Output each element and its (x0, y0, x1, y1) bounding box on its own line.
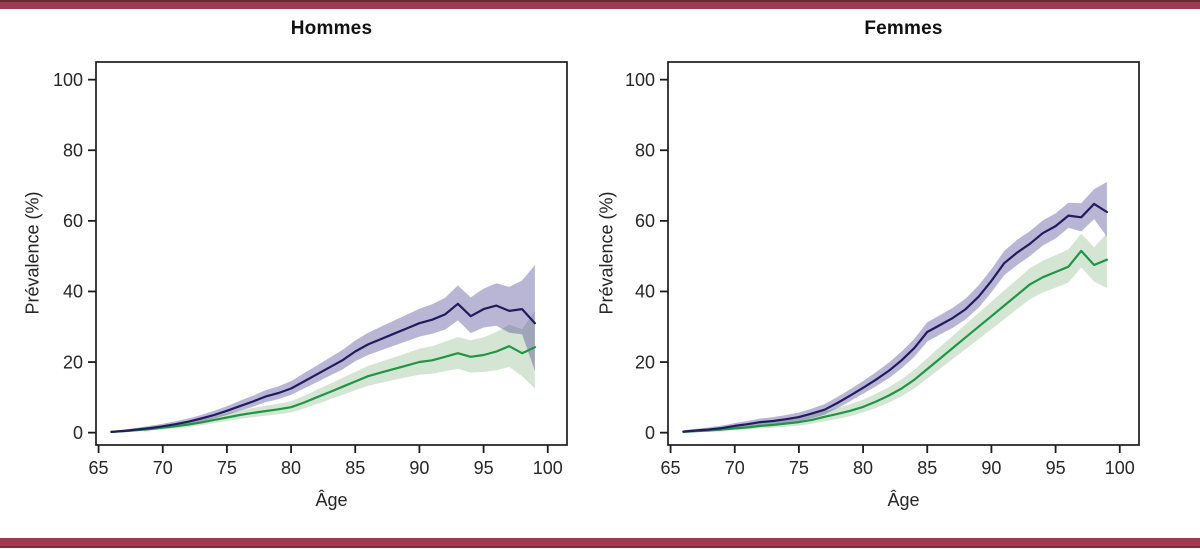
x-axis-label-femmes: Âge (887, 490, 920, 510)
femmes-y-tick-label: 60 (635, 211, 655, 231)
femmes-x-tick-label: 80 (853, 458, 873, 478)
hommes-plot-box (95, 61, 568, 446)
femmes-y-tick-label: 100 (625, 70, 655, 90)
bottom-accent-bar (0, 538, 1200, 548)
femmes-navy-confidence-band (683, 182, 1107, 433)
chart-title-hommes: Hommes (290, 18, 373, 39)
hommes-navy-line (110, 302, 536, 433)
femmes-y-tick-label: 20 (635, 352, 655, 372)
chart-title-femmes: Femmes (864, 18, 943, 39)
femmes-y-tick-label: 40 (635, 282, 655, 302)
femmes-x-tick-label: 90 (981, 458, 1001, 478)
femmes-x-tick-label: 100 (1105, 458, 1135, 478)
femmes-plot-box (667, 61, 1140, 446)
hommes-x-tick-label: 100 (533, 458, 563, 478)
hommes-x-tick-label: 75 (217, 458, 237, 478)
femmes-green-line (682, 249, 1108, 433)
top-accent-bar (0, 0, 1200, 9)
femmes-x-tick-label: 70 (725, 458, 745, 478)
hommes-x-tick-label: 90 (409, 458, 429, 478)
hommes-x-tick-label: 65 (89, 458, 109, 478)
femmes-y-tick-label: 80 (635, 141, 655, 161)
hommes-x-tick-label: 95 (474, 458, 494, 478)
hommes-y-tick-label: 80 (63, 141, 83, 161)
hommes-navy-confidence-band (111, 265, 535, 433)
hommes-green-line (110, 345, 536, 433)
femmes-x-tick-label: 65 (661, 458, 681, 478)
femmes-x-tick-label: 95 (1046, 458, 1066, 478)
femmes-x-tick-label: 85 (917, 458, 937, 478)
femmes-y-tick-label: 0 (645, 423, 655, 443)
hommes-y-tick-label: 60 (63, 211, 83, 231)
hommes-x-tick-label: 85 (345, 458, 365, 478)
femmes-green-confidence-band (683, 233, 1107, 433)
hommes-y-tick-label: 100 (53, 70, 83, 90)
femmes-navy-line (682, 202, 1108, 433)
hommes-x-tick-label: 80 (281, 458, 301, 478)
x-axis-label-hommes: Âge (315, 490, 348, 510)
hommes-y-tick-label: 20 (63, 352, 83, 372)
hommes-x-tick-label: 70 (153, 458, 173, 478)
hommes-y-tick-label: 40 (63, 282, 83, 302)
hommes-y-tick-label: 0 (73, 423, 83, 443)
femmes-x-tick-label: 75 (789, 458, 809, 478)
